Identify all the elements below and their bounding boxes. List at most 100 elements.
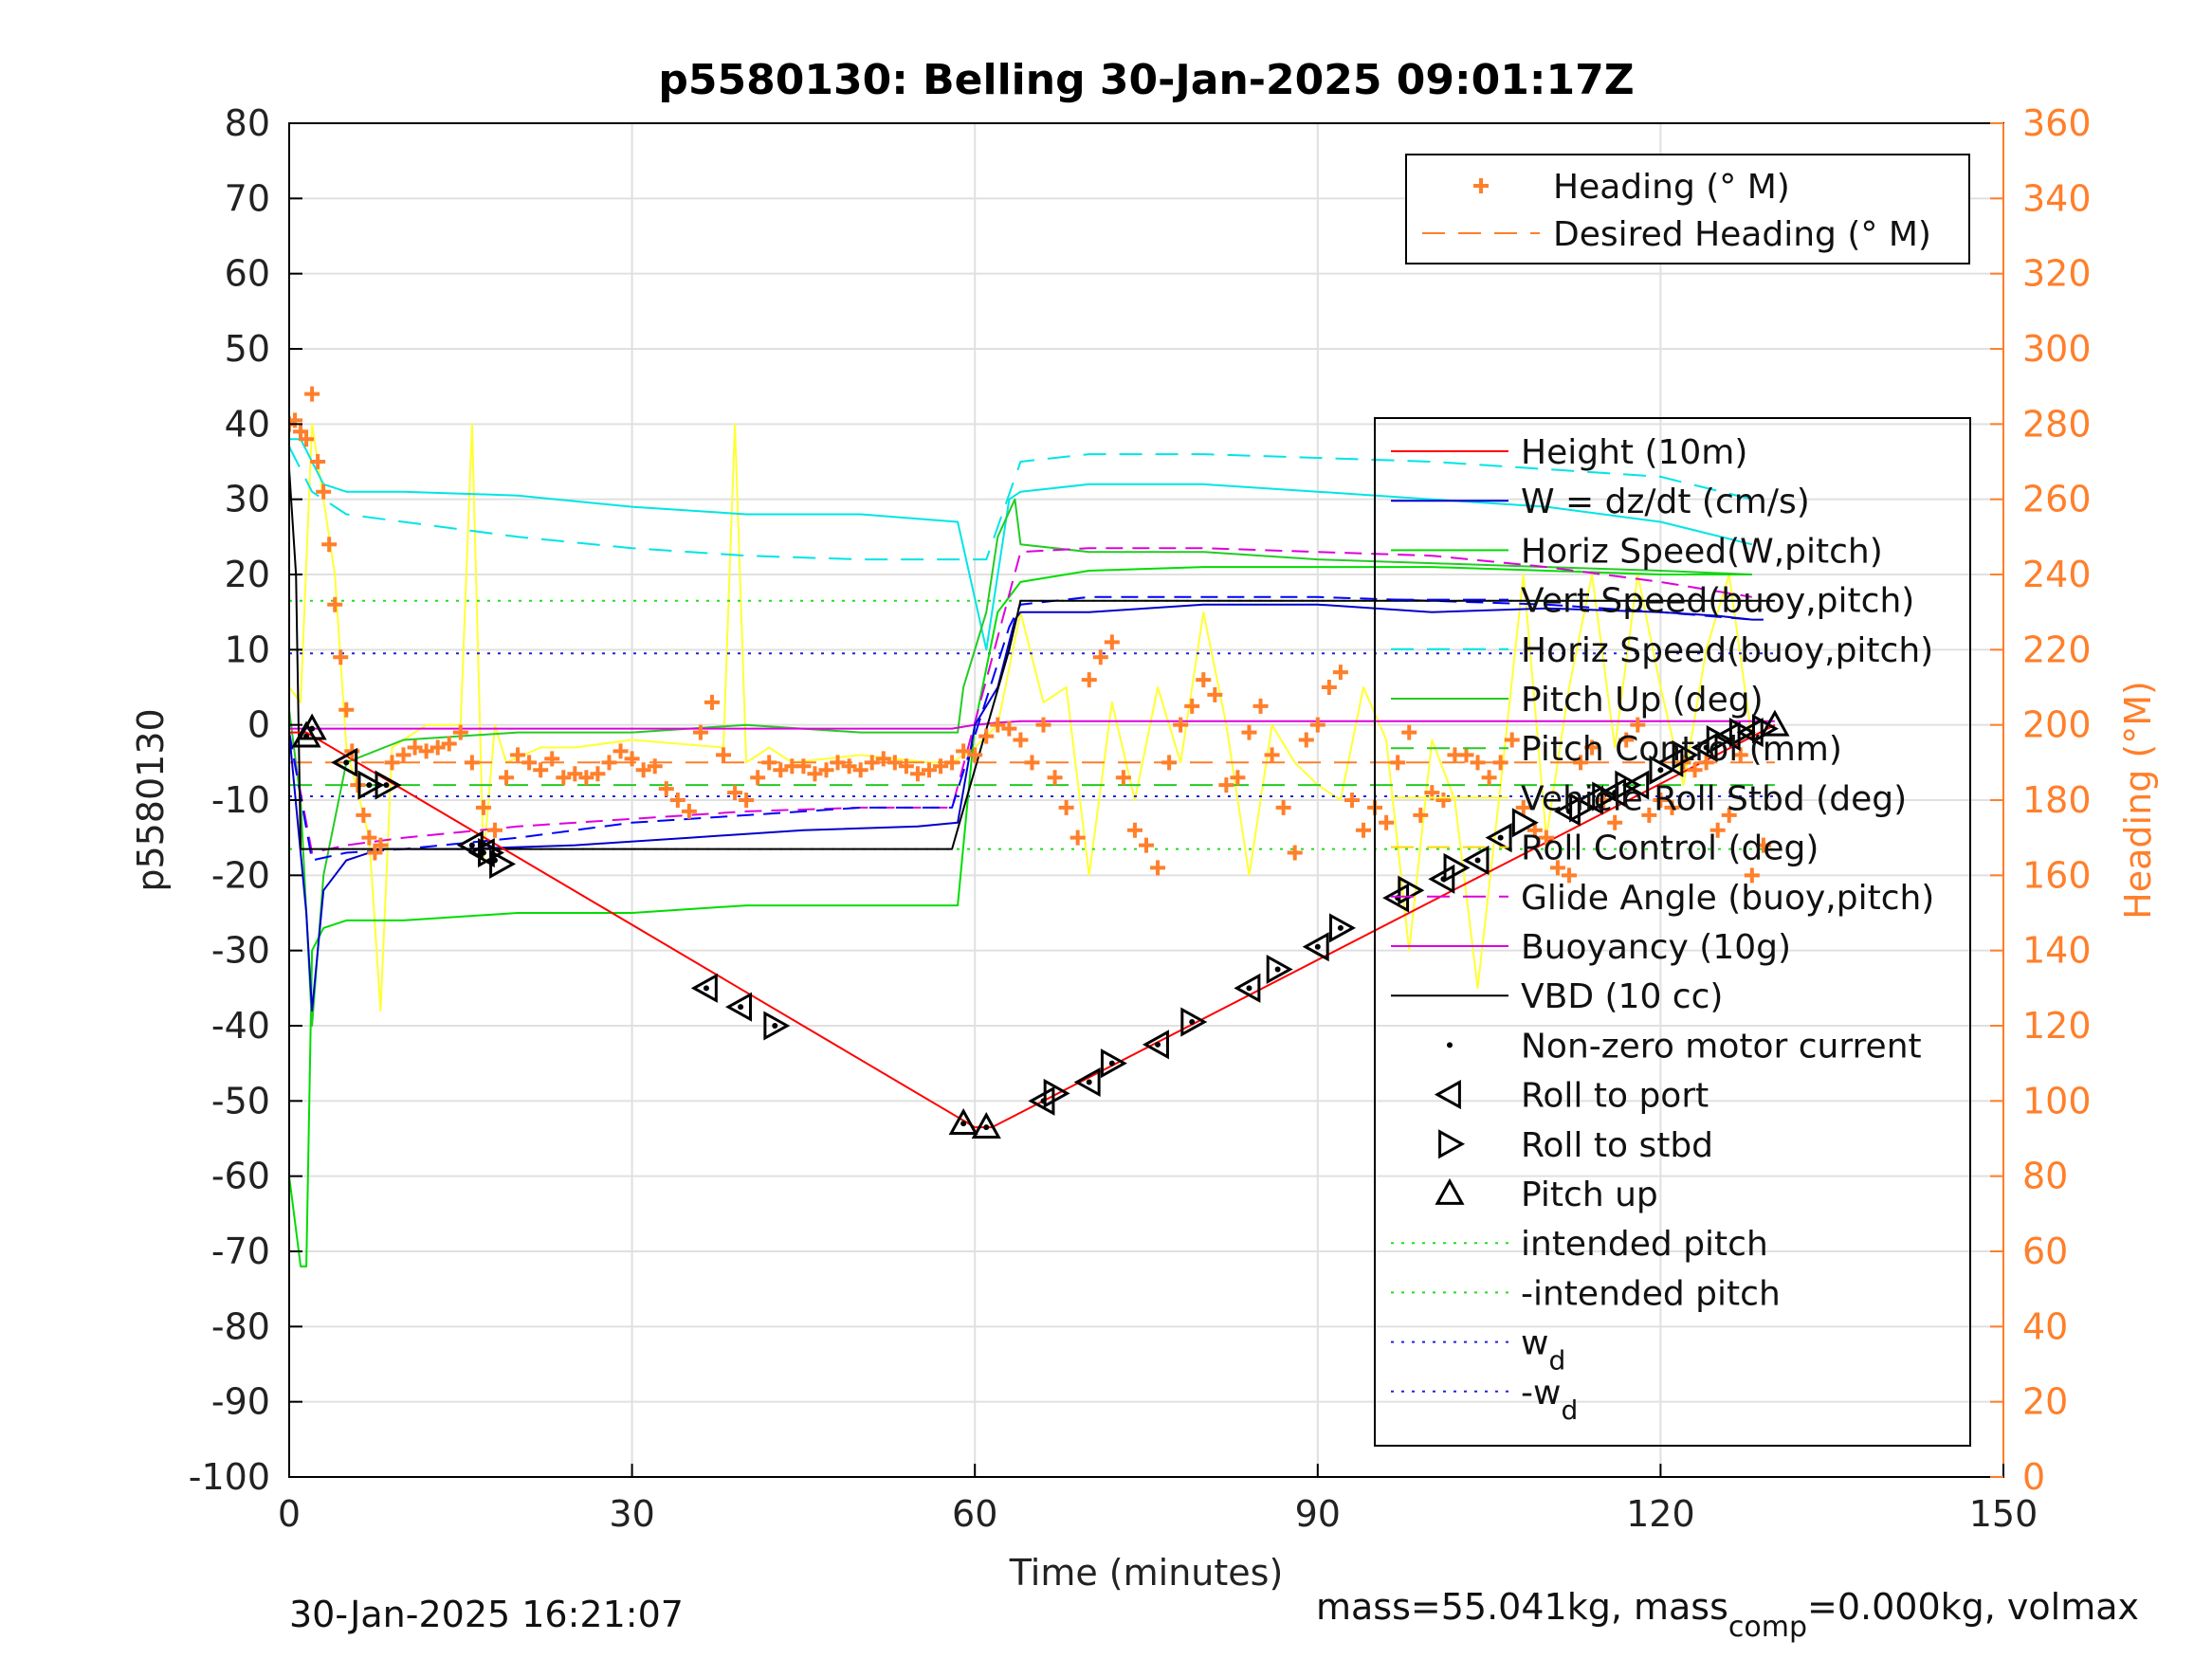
legend-label: Pitch up: [1521, 1176, 1658, 1214]
roll-to-stbd-marker: [1706, 724, 1733, 756]
heading-point: [1390, 755, 1406, 771]
footer-mass-prefix: mass=55.041kg, mass: [1316, 1586, 1728, 1628]
legend-label: Height (10m): [1521, 433, 1747, 472]
roll-to-port-marker: [331, 747, 358, 777]
heading-point: [1275, 799, 1291, 815]
heading-point: [933, 758, 949, 775]
legend-label-sub: d: [1548, 1345, 1565, 1376]
heading-point: [1139, 837, 1154, 853]
roll-to-stbd-marker: [1443, 852, 1471, 883]
heading-point: [1047, 770, 1063, 786]
x-tick-label: 0: [278, 1493, 301, 1535]
heading-point: [1641, 807, 1657, 823]
legend-label: Horiz Speed(W,pitch): [1521, 532, 1883, 571]
legend-heading-label: Desired Heading (° M): [1553, 215, 1931, 254]
y-axis-right: 3603403203002802602402202001801601401201…: [1990, 102, 2092, 1498]
roll-to-stbd-marker: [763, 1011, 791, 1041]
heading-point: [475, 799, 491, 815]
y-left-tick-label: 10: [225, 629, 270, 670]
heading-point: [1298, 732, 1314, 748]
legend-item-swatch: [1434, 1080, 1461, 1110]
heading-point: [1356, 822, 1372, 838]
heading-point: [1069, 830, 1086, 846]
heading-point: [875, 751, 891, 767]
heading-point: [327, 596, 343, 612]
heading-point: [521, 755, 538, 771]
heading-point: [1653, 793, 1669, 808]
y-axis-right-label: Heading (°M): [2117, 681, 2159, 920]
legend-label: Vert Speed(buoy,pitch): [1521, 582, 1914, 621]
motor-current-point: [983, 1124, 990, 1131]
footer-mass-sub: comp: [1728, 1611, 1807, 1644]
heading-point: [773, 762, 789, 778]
legend-label: Pitch Up (deg): [1521, 681, 1764, 720]
motor-current-point: [1497, 834, 1504, 841]
heading-point: [761, 755, 777, 771]
legend-heading-item-swatch: [1473, 178, 1489, 193]
y-left-tick-label: -90: [211, 1381, 270, 1423]
roll-to-stbd-marker: [1329, 913, 1356, 943]
y-right-tick-label: 40: [2022, 1305, 2068, 1347]
heading-point: [795, 758, 812, 775]
y-right-tick-label: 360: [2022, 102, 2092, 144]
roll-to-port-marker: [1428, 864, 1455, 894]
heading-point: [1161, 755, 1178, 771]
heading-point: [944, 755, 960, 771]
legend-heading-label: Heading (° M): [1553, 168, 1790, 207]
heading-point: [1344, 793, 1360, 808]
legend-label: -intended pitch: [1521, 1274, 1781, 1313]
motor-current-point: [468, 842, 475, 848]
heading-point: [1241, 724, 1257, 740]
heading-point: [1115, 770, 1131, 786]
motor-current-point: [383, 782, 390, 789]
heading-point: [1081, 672, 1097, 688]
footer-mass-suffix: =0.000kg, volmax: [1807, 1586, 2139, 1628]
legend-label: Buoyancy (10g): [1521, 928, 1791, 967]
roll-to-stbd-marker: [357, 770, 385, 800]
y-right-tick-label: 120: [2022, 1005, 2092, 1047]
footer-mass: mass=55.041kg, masscomp=0.000kg, volmax: [1316, 1586, 2139, 1644]
heading-point: [1024, 755, 1040, 771]
y-left-tick-label: -10: [211, 779, 270, 821]
roll-to-port-marker: [690, 973, 718, 1003]
y-left-tick-label: -70: [211, 1231, 270, 1272]
heading-point: [1561, 867, 1577, 884]
legend-label-main: w: [1521, 1324, 1548, 1363]
roll-to-port-marker: [725, 992, 753, 1022]
heading-point: [1721, 807, 1737, 823]
roll-to-stbd-marker: [1592, 781, 1619, 811]
heading-point: [350, 777, 366, 793]
series-glide-angle: [289, 547, 1752, 854]
heading-point: [418, 743, 434, 759]
heading-layer: [289, 386, 1771, 884]
x-tick-label: 90: [1295, 1493, 1341, 1535]
series-horiz-speed-model: [289, 438, 1753, 651]
chart-title: p5580130: Belling 30-Jan-2025 09:01:17Z: [658, 56, 1634, 104]
heading-point: [818, 762, 834, 778]
heading-point: [1013, 732, 1029, 748]
grid: [289, 123, 2003, 1477]
heading-point: [1515, 799, 1531, 815]
y-right-tick-label: 260: [2022, 479, 2092, 520]
heading-point: [1549, 860, 1565, 876]
roll-to-stbd-marker: [1266, 954, 1293, 985]
heading-point: [967, 747, 983, 763]
heading-point: [841, 758, 857, 775]
legend-label: W = dz/dt (cm/s): [1521, 483, 1810, 521]
roll-to-stbd-marker: [489, 848, 517, 879]
series-pitch: [289, 498, 1752, 1027]
motor-current-point: [343, 759, 350, 766]
heading-point: [658, 781, 674, 797]
y-right-tick-label: 160: [2022, 854, 2092, 896]
y-right-tick-label: 320: [2022, 253, 2092, 295]
heading-point: [510, 747, 526, 763]
legend-label: Vehicle Roll Stbd (deg): [1521, 779, 1907, 818]
legend-item-swatch: [1438, 1129, 1466, 1159]
y-left-tick-label: -100: [189, 1456, 270, 1498]
heading-point: [1035, 717, 1051, 733]
motor-current-point: [1474, 857, 1481, 864]
heading-point: [1309, 717, 1325, 733]
pitch-up-marker: [971, 1112, 1001, 1139]
heading-point: [692, 724, 708, 740]
y-right-tick-label: 80: [2022, 1156, 2068, 1197]
